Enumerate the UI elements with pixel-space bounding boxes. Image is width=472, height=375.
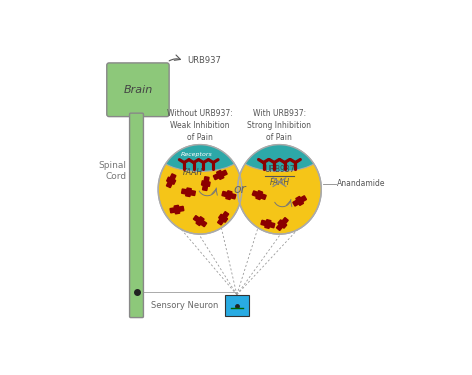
- Polygon shape: [194, 216, 207, 226]
- Text: FAAH: FAAH: [183, 168, 203, 177]
- Polygon shape: [277, 217, 288, 231]
- Polygon shape: [218, 211, 228, 225]
- Polygon shape: [293, 196, 306, 206]
- Polygon shape: [196, 217, 204, 226]
- Polygon shape: [252, 191, 266, 200]
- Polygon shape: [261, 220, 275, 228]
- Polygon shape: [217, 170, 224, 180]
- Ellipse shape: [237, 136, 321, 171]
- Text: or: or: [233, 183, 246, 196]
- Text: FAAH: FAAH: [270, 178, 289, 187]
- Polygon shape: [202, 181, 210, 186]
- Polygon shape: [213, 170, 227, 180]
- FancyBboxPatch shape: [107, 63, 169, 117]
- Polygon shape: [167, 177, 176, 184]
- Polygon shape: [265, 220, 271, 228]
- Polygon shape: [222, 191, 236, 199]
- Polygon shape: [256, 190, 262, 200]
- Ellipse shape: [158, 145, 242, 234]
- Polygon shape: [182, 189, 195, 195]
- Ellipse shape: [237, 145, 321, 234]
- Ellipse shape: [158, 136, 242, 171]
- Text: Spinal
Cord: Spinal Cord: [98, 161, 126, 181]
- Text: Sensory Neuron: Sensory Neuron: [152, 301, 219, 310]
- Polygon shape: [296, 196, 303, 206]
- Text: With URB937:
Strong Inhibition
of Pain: With URB937: Strong Inhibition of Pain: [247, 109, 312, 142]
- Text: URB937: URB937: [264, 165, 295, 174]
- Polygon shape: [170, 206, 184, 213]
- Text: Brain: Brain: [123, 85, 152, 95]
- Polygon shape: [226, 191, 232, 200]
- Polygon shape: [167, 174, 176, 188]
- Bar: [225, 295, 249, 316]
- Polygon shape: [278, 220, 287, 228]
- Text: Without URB937:
Weak Inhibition
of Pain: Without URB937: Weak Inhibition of Pain: [167, 109, 233, 142]
- Text: URB937: URB937: [187, 56, 221, 65]
- Text: Anandamide: Anandamide: [337, 179, 386, 188]
- FancyBboxPatch shape: [130, 113, 143, 318]
- Polygon shape: [174, 205, 180, 214]
- Polygon shape: [202, 177, 209, 190]
- Polygon shape: [219, 214, 228, 222]
- Text: Receptors: Receptors: [181, 152, 213, 157]
- Polygon shape: [185, 188, 191, 196]
